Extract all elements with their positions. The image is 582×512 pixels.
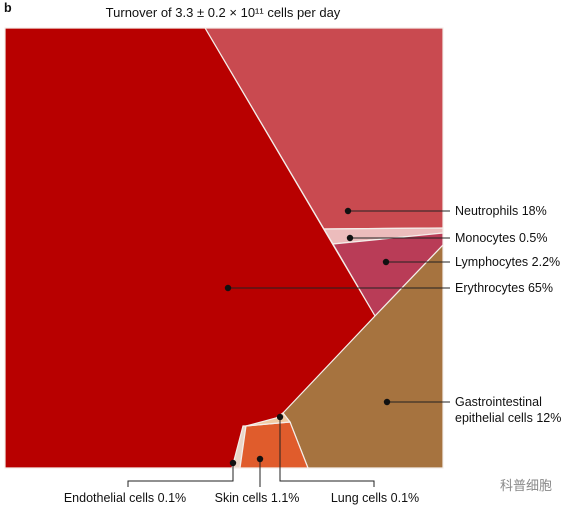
panel-label: b [4, 1, 12, 15]
marker-dot [224, 284, 232, 292]
category-name: Erythrocytes [455, 281, 525, 295]
category-name: Neutrophils [455, 204, 519, 218]
marker-dot [344, 207, 352, 215]
legend-label: Neutrophils 18% [455, 203, 547, 219]
value-label: 12% [536, 411, 562, 425]
marker-dot [383, 398, 391, 406]
watermark: 科普细胞 [500, 478, 553, 493]
category-name: Endothelial cells [63, 491, 155, 505]
marker-dot [382, 258, 390, 266]
legend-label: Erythrocytes 65% [455, 280, 553, 296]
legend-label: Lymphocytes 2.2% [455, 254, 560, 270]
legend-label: Monocytes 0.5% [455, 230, 547, 246]
value-label: 65% [527, 281, 553, 295]
category-name: Gastrointestinal epithelial cells [455, 395, 542, 425]
value-label: 1.1% [270, 491, 300, 505]
legend-label: Lung cells 0.1% [331, 490, 419, 506]
value-label: 0.1% [157, 491, 187, 505]
value-label: 0.1% [390, 491, 420, 505]
category-name: Lymphocytes [455, 255, 529, 269]
marker-dot [276, 413, 284, 421]
value-label: 2.2% [531, 255, 561, 269]
marker-dot [229, 459, 237, 467]
category-name: Monocytes [455, 231, 516, 245]
category-name: Skin cells [214, 491, 268, 505]
marker-dot [256, 455, 264, 463]
legend-label: Skin cells 1.1% [215, 490, 300, 506]
leader-line [127, 463, 234, 487]
leader-line [279, 417, 375, 487]
value-label: 18% [521, 204, 547, 218]
legend-label: Endothelial cells 0.1% [64, 490, 186, 506]
category-name: Lung cells [330, 491, 388, 505]
value-label: 0.5% [518, 231, 548, 245]
legend-label: Gastrointestinal epithelial cells 12% [455, 394, 580, 426]
chart-title: Turnover of 3.3 ± 0.2 × 10¹¹ cells per d… [105, 5, 341, 20]
marker-dot [346, 234, 354, 242]
